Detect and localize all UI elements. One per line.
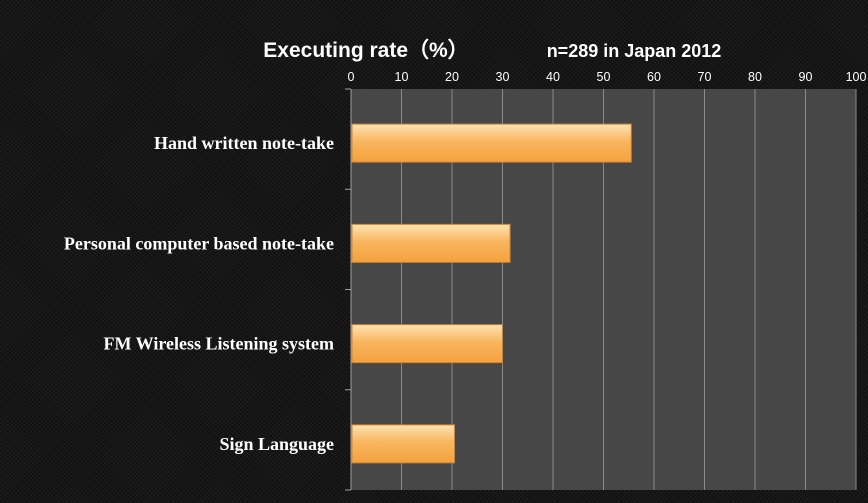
category-label: Sign Language	[219, 434, 334, 454]
bar	[351, 123, 632, 163]
chart-subtitle: n=289 in Japan 2012	[547, 41, 722, 61]
x-tick-label: 50	[597, 70, 611, 84]
x-tick-label: 60	[647, 70, 661, 84]
x-tick-label: 0	[348, 70, 355, 84]
bar	[351, 223, 511, 263]
bars	[351, 123, 632, 464]
chart-title: Executing rate（%）	[263, 38, 468, 62]
x-tick-label: 30	[496, 70, 510, 84]
x-tick-label: 10	[395, 70, 409, 84]
x-tick-label: 20	[445, 70, 459, 84]
x-tick-label: 100	[846, 70, 867, 84]
category-labels: Hand written note-take Personal computer …	[64, 133, 334, 454]
category-label: Personal computer based note-take	[64, 233, 334, 253]
x-tick-label: 90	[799, 70, 813, 84]
x-tick-label: 40	[546, 70, 560, 84]
x-tick-label: 80	[748, 70, 762, 84]
bar	[351, 424, 456, 464]
category-label: FM Wireless Listening system	[104, 334, 335, 354]
category-label: Hand written note-take	[154, 133, 334, 153]
bar	[351, 324, 503, 364]
x-axis-ticks: 0 10 20 30 40 50 60 70 80 90 100	[348, 70, 867, 84]
x-tick-label: 70	[698, 70, 712, 84]
